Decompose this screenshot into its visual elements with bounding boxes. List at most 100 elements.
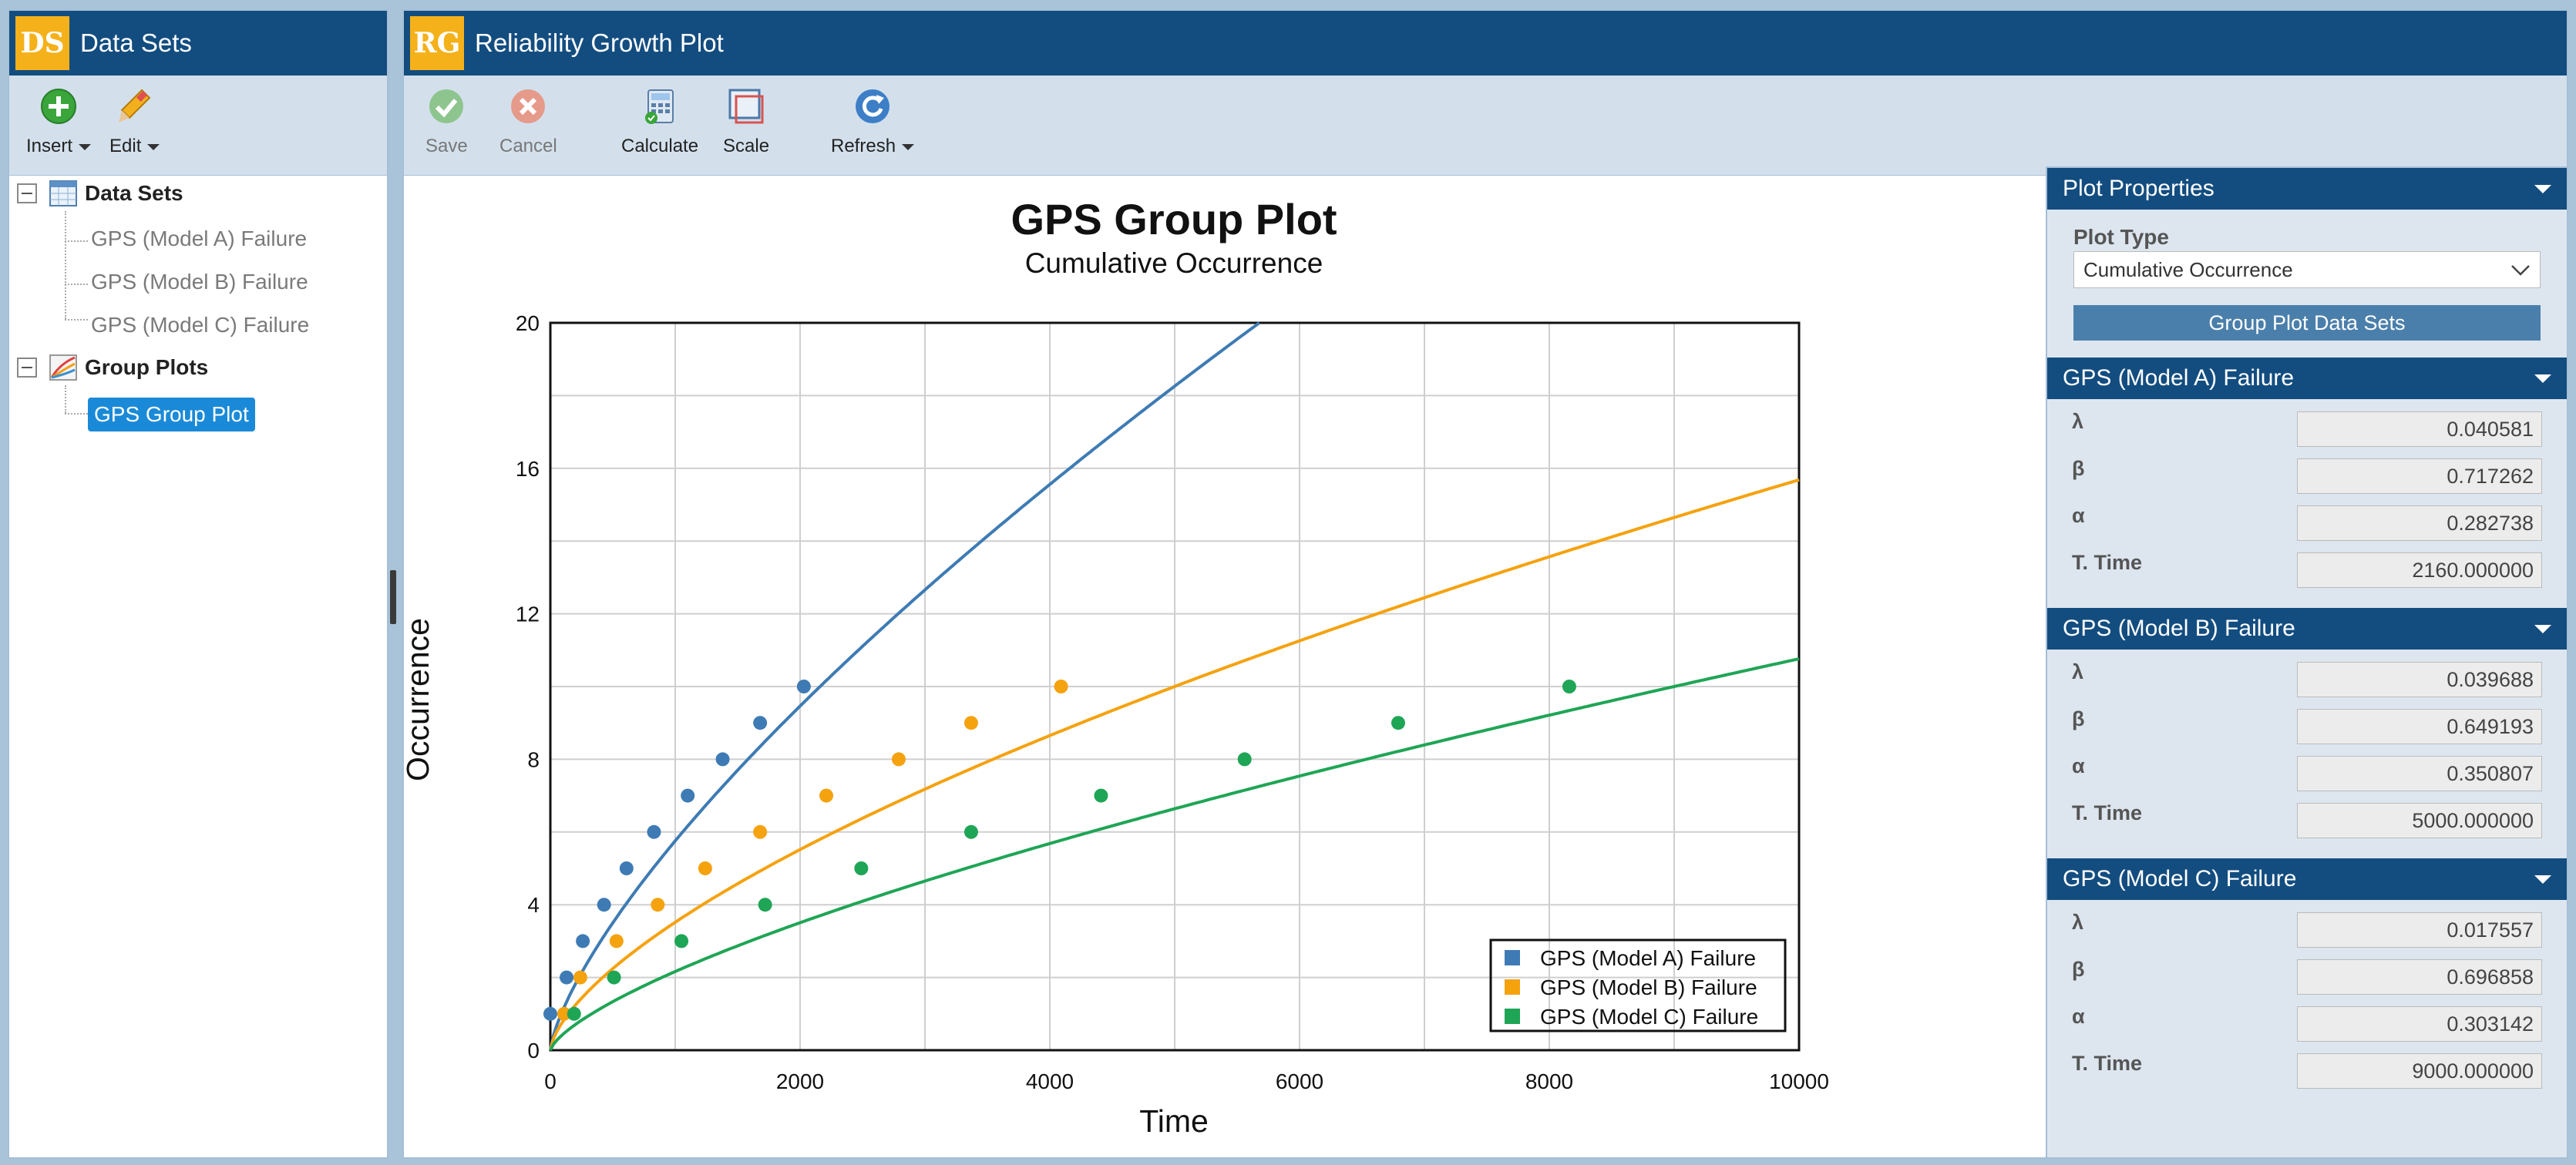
chart-subtitle: Cumulative Occurrence: [1025, 247, 1323, 279]
insert-button[interactable]: Insert: [26, 86, 92, 157]
data-point: [1391, 716, 1405, 730]
plot-properties-header[interactable]: Plot Properties: [2047, 168, 2567, 210]
scale-icon: [726, 86, 766, 126]
scale-label: Scale: [723, 136, 770, 156]
collapse-triangle-icon: [2534, 185, 2551, 193]
section-header[interactable]: GPS (Model B) Failure: [2047, 608, 2567, 650]
property-row-beta: β 0.717262: [2047, 449, 2567, 495]
property-label: α: [2072, 504, 2085, 527]
data-point: [698, 861, 712, 875]
x-tick-label: 4000: [1026, 1069, 1074, 1093]
calculate-button[interactable]: Calculate: [621, 86, 698, 157]
data-point: [758, 898, 772, 912]
data-point: [567, 1006, 581, 1021]
property-label: α: [2072, 1005, 2085, 1028]
collapse-triangle-icon: [2534, 875, 2551, 884]
tree-item-model-b[interactable]: GPS (Model B) Failure: [91, 270, 308, 294]
property-value-beta[interactable]: 0.649193: [2297, 709, 2542, 744]
property-label: λ: [2072, 911, 2084, 934]
property-value-ttime[interactable]: 9000.000000: [2297, 1053, 2542, 1089]
data-point: [819, 788, 834, 803]
plot-properties-title: Plot Properties: [2063, 176, 2214, 201]
checkmark-icon: [426, 86, 466, 126]
plot-type-label: Plot Type: [2073, 225, 2169, 249]
cancel-button[interactable]: Cancel: [499, 86, 557, 157]
tree-label-data-sets: Data Sets: [85, 181, 183, 205]
property-label: T. Time: [2072, 801, 2143, 824]
data-point: [597, 898, 611, 912]
edit-button[interactable]: Edit: [109, 86, 160, 157]
property-label: λ: [2072, 660, 2084, 683]
section-header[interactable]: GPS (Model A) Failure: [2047, 358, 2567, 399]
property-value-ttime[interactable]: 2160.000000: [2297, 552, 2542, 588]
property-value-alpha[interactable]: 0.303142: [2297, 1006, 2542, 1042]
save-label: Save: [425, 136, 468, 156]
edit-label: Edit: [109, 136, 142, 156]
data-point: [647, 824, 661, 839]
x-tick-label: 10000: [1769, 1069, 1829, 1093]
property-value-lambda[interactable]: 0.039688: [2297, 662, 2542, 697]
section-header[interactable]: GPS (Model C) Failure: [2047, 858, 2567, 900]
data-point: [573, 970, 587, 985]
legend-swatch: [1505, 950, 1520, 965]
legend-label: GPS (Model A) Failure: [1540, 946, 1756, 970]
section-title: GPS (Model A) Failure: [2063, 365, 2295, 391]
data-point: [1562, 680, 1576, 693]
section-title: GPS (Model B) Failure: [2063, 616, 2295, 641]
property-value-beta[interactable]: 0.696858: [2297, 959, 2542, 995]
refresh-button[interactable]: Refresh: [831, 86, 915, 157]
tree-item-model-a[interactable]: GPS (Model A) Failure: [91, 227, 307, 251]
property-value-beta[interactable]: 0.717262: [2297, 458, 2542, 494]
data-sets-toolbar: Insert Edit: [9, 76, 387, 176]
data-point: [560, 970, 574, 985]
pencil-icon: [115, 86, 155, 126]
x-tick-label: 2000: [776, 1069, 824, 1093]
y-tick-label: 16: [516, 457, 540, 481]
plot-type-select[interactable]: Cumulative Occurrence: [2073, 251, 2541, 288]
property-row-beta: β 0.696858: [2047, 950, 2567, 996]
collapse-icon[interactable]: [17, 183, 37, 203]
tree-item-label: GPS (Model A) Failure: [91, 227, 308, 250]
group-plot-button-label: Group Plot Data Sets: [2208, 311, 2406, 334]
property-value-ttime[interactable]: 5000.000000: [2297, 803, 2542, 838]
property-row-alpha: α 0.350807: [2047, 747, 2567, 793]
scale-button[interactable]: Scale: [723, 86, 769, 157]
save-button[interactable]: Save: [425, 86, 468, 157]
insert-label: Insert: [26, 136, 73, 156]
data-point: [1054, 680, 1068, 693]
reliability-growth-title: Reliability Growth Plot: [475, 29, 724, 57]
series-line: [549, 321, 1260, 1051]
data-sets-panel: DS Data Sets Insert Edit Data Sets GPS (…: [8, 9, 388, 1159]
data-point: [854, 861, 869, 875]
property-row-lambda: λ 0.017557: [2047, 903, 2567, 949]
data-point: [674, 934, 689, 948]
add-icon: [39, 86, 79, 126]
y-tick-label: 0: [527, 1039, 540, 1063]
data-point: [891, 752, 906, 767]
data-point: [1237, 752, 1252, 767]
data-point: [1094, 788, 1108, 803]
property-value-lambda[interactable]: 0.017557: [2297, 912, 2542, 948]
tree-item-label: GPS Group Plot: [88, 398, 255, 431]
chart-title: GPS Group Plot: [1011, 195, 1337, 243]
group-plot-data-sets-button[interactable]: Group Plot Data Sets: [2073, 305, 2541, 341]
legend-label: GPS (Model C) Failure: [1540, 1005, 1758, 1029]
section-title: GPS (Model C) Failure: [2063, 866, 2297, 891]
property-value-alpha[interactable]: 0.350807: [2297, 756, 2542, 791]
legend-label: GPS (Model B) Failure: [1540, 975, 1757, 999]
left-splitter-handle[interactable]: [390, 570, 396, 624]
property-value-lambda[interactable]: 0.040581: [2297, 411, 2542, 447]
collapse-icon[interactable]: [17, 358, 37, 378]
tree-item-gps-group-plot[interactable]: GPS Group Plot: [88, 398, 255, 431]
property-value-alpha[interactable]: 0.282738: [2297, 505, 2542, 541]
property-label: β: [2072, 707, 2085, 730]
tree-node-group-plots[interactable]: Group Plots: [17, 354, 208, 381]
tree-item-model-c[interactable]: GPS (Model C) Failure: [91, 313, 309, 337]
data-point: [796, 680, 811, 693]
x-tick-label: 8000: [1525, 1069, 1573, 1093]
data-point: [963, 824, 978, 839]
cancel-icon: [508, 86, 548, 126]
refresh-icon: [853, 86, 893, 126]
property-row-lambda: λ 0.040581: [2047, 402, 2567, 448]
tree-node-data-sets[interactable]: Data Sets: [17, 180, 183, 206]
